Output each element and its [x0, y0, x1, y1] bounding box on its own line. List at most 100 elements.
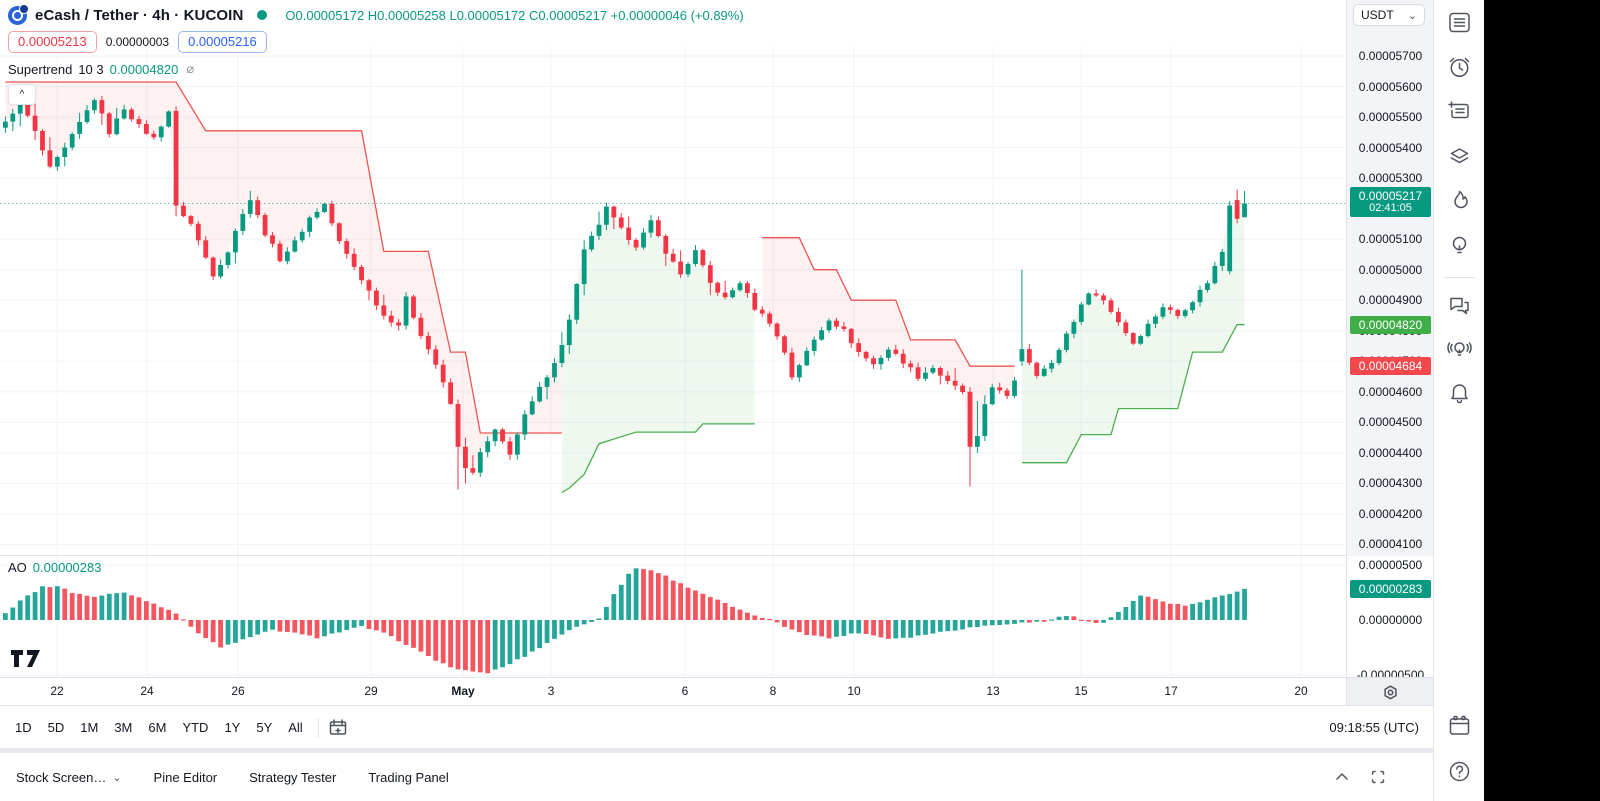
notifications-bell-icon[interactable]	[1445, 379, 1474, 408]
chat-icon[interactable]	[1445, 291, 1474, 320]
clock-utc[interactable]: 09:18:55 (UTC)	[1329, 720, 1419, 735]
price-tick: 0.00004500	[1358, 415, 1423, 430]
price-tick: 0.00005000	[1358, 262, 1423, 277]
time-tick: 22	[50, 684, 64, 698]
time-axis[interactable]: 22 24 26 29 May 3 6 8 10 13 15 17 20	[0, 677, 1346, 706]
supertrend-menu-icon[interactable]: ⌀	[186, 61, 195, 76]
collapse-legend-button[interactable]: ^	[8, 84, 36, 105]
price-tick: 0.00005600	[1358, 79, 1423, 94]
price-tick: 0.00004200	[1358, 506, 1423, 521]
tab-strategy-tester[interactable]: Strategy Tester	[249, 769, 337, 785]
bottom-toolbar: 1D 5D 1M 3M 6M YTD 1Y 5Y All 09:18:55 (U…	[0, 705, 1433, 749]
toolbar-separator	[317, 717, 319, 738]
scale-settings-cell[interactable]	[1347, 677, 1434, 706]
economic-calendar-icon[interactable]	[1445, 712, 1474, 741]
price-tick: 0.00005100	[1358, 232, 1423, 247]
tradingview-app: eCash / Tether · 4h · KUCOIN O0.00005172…	[0, 0, 1484, 801]
tab-trading-panel[interactable]: Trading Panel	[368, 769, 449, 785]
supertrend-legend[interactable]: Supertrend 10 3 0.00004820 ⌀	[8, 61, 194, 77]
price-badge: 0.00000283	[1350, 579, 1431, 598]
maximize-panel-icon[interactable]	[1369, 768, 1387, 786]
symbol-header: eCash / Tether · 4h · KUCOIN O0.00005172…	[8, 3, 744, 27]
time-tick: 15	[1074, 684, 1088, 698]
ideas-lightbulb-icon[interactable]	[1445, 231, 1474, 260]
range-ytd[interactable]: YTD	[182, 720, 209, 735]
ao-scale-background[interactable]	[1347, 556, 1434, 677]
time-tick: May	[451, 684, 475, 698]
chart-area[interactable]: eCash / Tether · 4h · KUCOIN O0.00005172…	[0, 0, 1346, 677]
tab-stock-screener[interactable]: Stock Screen… ⌄	[16, 769, 122, 785]
ao-legend[interactable]: AO 0.00000283	[8, 560, 101, 575]
chevron-down-icon: ⌄	[112, 771, 122, 784]
object-tree-layers-icon[interactable]	[1445, 142, 1474, 171]
time-tick: 10	[847, 684, 861, 698]
ao-value: 0.00000283	[32, 560, 102, 575]
price-badge: 0.00004684	[1350, 357, 1431, 376]
range-5y[interactable]: 5Y	[256, 720, 273, 735]
price-tick: 0.00005700	[1358, 49, 1423, 63]
hotlists-flame-icon[interactable]	[1445, 186, 1474, 215]
letterbox	[1484, 0, 1600, 801]
time-tick: 6	[681, 684, 689, 698]
right-sidebar	[1433, 0, 1484, 801]
price-tick: 0.00004600	[1358, 384, 1423, 399]
price-tick: 0.00005500	[1358, 110, 1423, 125]
price-tick: 0.00004900	[1358, 293, 1423, 308]
buy-price-button[interactable]: 0.00005216	[178, 31, 267, 53]
price-scale-background[interactable]	[1347, 0, 1434, 556]
scale-settings-gear-icon[interactable]	[1382, 684, 1399, 701]
time-tick: 13	[986, 684, 1000, 698]
price-tick: 0.00004300	[1358, 476, 1423, 491]
footer-bar: Stock Screen… ⌄ Pine Editor Strategy Tes…	[0, 753, 1433, 801]
range-1m[interactable]: 1M	[80, 720, 99, 735]
price-scale[interactable]: USDT ⌄ 0.00005700 0.00005600 0.00005500 0.0…	[1346, 0, 1434, 748]
chevron-down-icon: ⌄	[1407, 9, 1417, 22]
range-3m[interactable]: 3M	[114, 720, 133, 735]
tradingview-logo-icon[interactable]	[10, 646, 42, 675]
order-price-row: 0.00005213 0.00000003 0.00005216	[8, 31, 267, 53]
help-icon[interactable]	[1445, 757, 1474, 786]
alerts-clock-icon[interactable]	[1445, 53, 1474, 82]
range-all[interactable]: All	[288, 720, 303, 735]
price-tick: 0.00004100	[1358, 537, 1423, 552]
go-to-date-icon[interactable]	[327, 717, 349, 739]
tab-pine-editor[interactable]: Pine Editor	[153, 769, 218, 785]
live-streams-icon[interactable]	[1445, 334, 1474, 363]
supertrend-name: Supertrend	[8, 61, 73, 77]
time-tick: 3	[547, 684, 555, 698]
time-tick: 20	[1294, 684, 1308, 698]
range-5d[interactable]: 5D	[47, 720, 65, 735]
add-note-icon[interactable]	[1445, 97, 1474, 126]
time-tick: 17	[1164, 684, 1178, 698]
time-tick: 26	[231, 684, 245, 698]
price-tick: 0.00005400	[1358, 140, 1423, 155]
ao-name: AO	[8, 560, 27, 575]
time-tick: 24	[140, 684, 154, 698]
range-1y[interactable]: 1Y	[224, 720, 241, 735]
collapse-panel-icon[interactable]	[1333, 768, 1351, 786]
time-tick: 8	[769, 684, 777, 698]
price-chart[interactable]	[0, 0, 1346, 677]
price-badge: 0.00005217 02:41:05	[1350, 187, 1431, 218]
range-buttons: 1D 5D 1M 3M 6M YTD 1Y 5Y All	[8, 716, 310, 739]
ohlc-values: O0.00005172 H0.00005258 L0.00005172 C0.0…	[285, 7, 744, 23]
price-badge: 0.00004820	[1350, 315, 1431, 334]
sidebar-divider	[1444, 277, 1475, 278]
range-6m[interactable]: 6M	[148, 720, 167, 735]
spread-value: 0.00000003	[105, 35, 170, 49]
currency-select[interactable]: USDT ⌄	[1353, 4, 1425, 26]
price-tick: 0.00000000	[1358, 613, 1423, 627]
supertrend-value: 0.00004820	[109, 61, 179, 77]
ecash-logo-icon	[8, 3, 29, 25]
price-tick: 0.00004400	[1358, 445, 1423, 460]
price-tick: 0.00005300	[1358, 171, 1423, 186]
range-1d[interactable]: 1D	[15, 720, 32, 735]
watchlist-icon[interactable]	[1445, 8, 1474, 37]
supertrend-params: 10 3	[78, 61, 104, 77]
time-tick: 29	[364, 684, 378, 698]
market-status-dot-icon	[257, 10, 268, 20]
footer-divider	[0, 748, 1484, 753]
price-tick: 0.00000500	[1358, 558, 1423, 572]
symbol-title[interactable]: eCash / Tether · 4h · KUCOIN	[35, 6, 244, 24]
sell-price-button[interactable]: 0.00005213	[8, 31, 97, 53]
